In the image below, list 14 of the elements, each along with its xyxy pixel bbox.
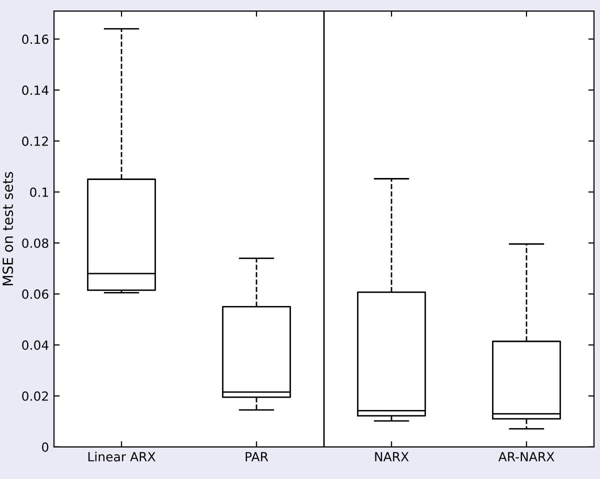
- y-tick-label: 0.02: [22, 391, 48, 401]
- y-tick-label: 0.12: [22, 136, 48, 146]
- x-tick-label: AR-NARX: [498, 452, 554, 462]
- y-axis-title: MSE on test sets: [2, 172, 14, 286]
- y-tick-label: 0.06: [22, 289, 48, 299]
- x-tick-label: PAR: [246, 452, 268, 462]
- y-tick-label: 0: [42, 442, 48, 452]
- x-tick-label: Linear ARX: [88, 452, 156, 462]
- y-tick-label: 0.08: [22, 238, 48, 248]
- y-tick-label: 0.1: [30, 187, 48, 197]
- y-tick-label: 0.16: [22, 34, 48, 44]
- y-tick-label: 0.04: [22, 340, 48, 350]
- x-tick-label: NARX: [375, 452, 409, 462]
- y-tick-label: 0.14: [22, 86, 48, 95]
